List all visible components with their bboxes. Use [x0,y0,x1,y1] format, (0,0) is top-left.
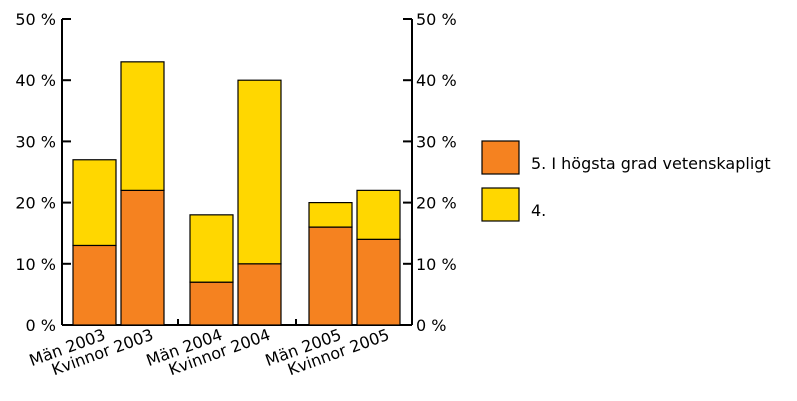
bar-segment-series-5 [357,239,400,325]
left-tick-label: 0 % [26,316,56,335]
bar-segment-series-4 [190,215,233,282]
bar-segment-series-5 [190,282,233,325]
legend-label: 5. I högsta grad vetenskapligt [531,154,771,173]
right-tick-label: 0 % [416,316,446,335]
legend-swatch [482,141,519,174]
right-tick-label: 10 % [416,255,457,274]
bar-segment-series-5 [309,227,352,325]
left-tick-label: 40 % [15,71,56,90]
right-tick-label: 20 % [416,194,457,213]
bar-segment-series-5 [73,245,116,325]
bar-segment-series-4 [73,160,116,246]
bars [73,62,400,325]
right-tick-label: 40 % [416,71,457,90]
left-tick-label: 50 % [15,10,56,29]
bar-segment-series-5 [121,190,164,325]
left-tick-label: 30 % [15,132,56,151]
right-tick-label: 50 % [416,10,457,29]
left-tick-label: 20 % [15,194,56,213]
bar-segment-series-4 [238,80,281,264]
bar-segment-series-4 [309,203,352,227]
bar-segment-series-4 [121,62,164,191]
bar-segment-series-5 [238,264,281,325]
left-tick-label: 10 % [15,255,56,274]
legend: 5. I högsta grad vetenskapligt 4. [482,141,771,221]
legend-swatch [482,188,519,221]
right-y-axis: 0 % 10 % 20 % 30 % 40 % 50 % [403,10,457,335]
bar-segment-series-4 [357,190,400,239]
right-tick-label: 30 % [416,132,457,151]
left-y-axis: 0 % 10 % 20 % 30 % 40 % 50 % [15,10,71,335]
legend-label: 4. [531,201,546,220]
